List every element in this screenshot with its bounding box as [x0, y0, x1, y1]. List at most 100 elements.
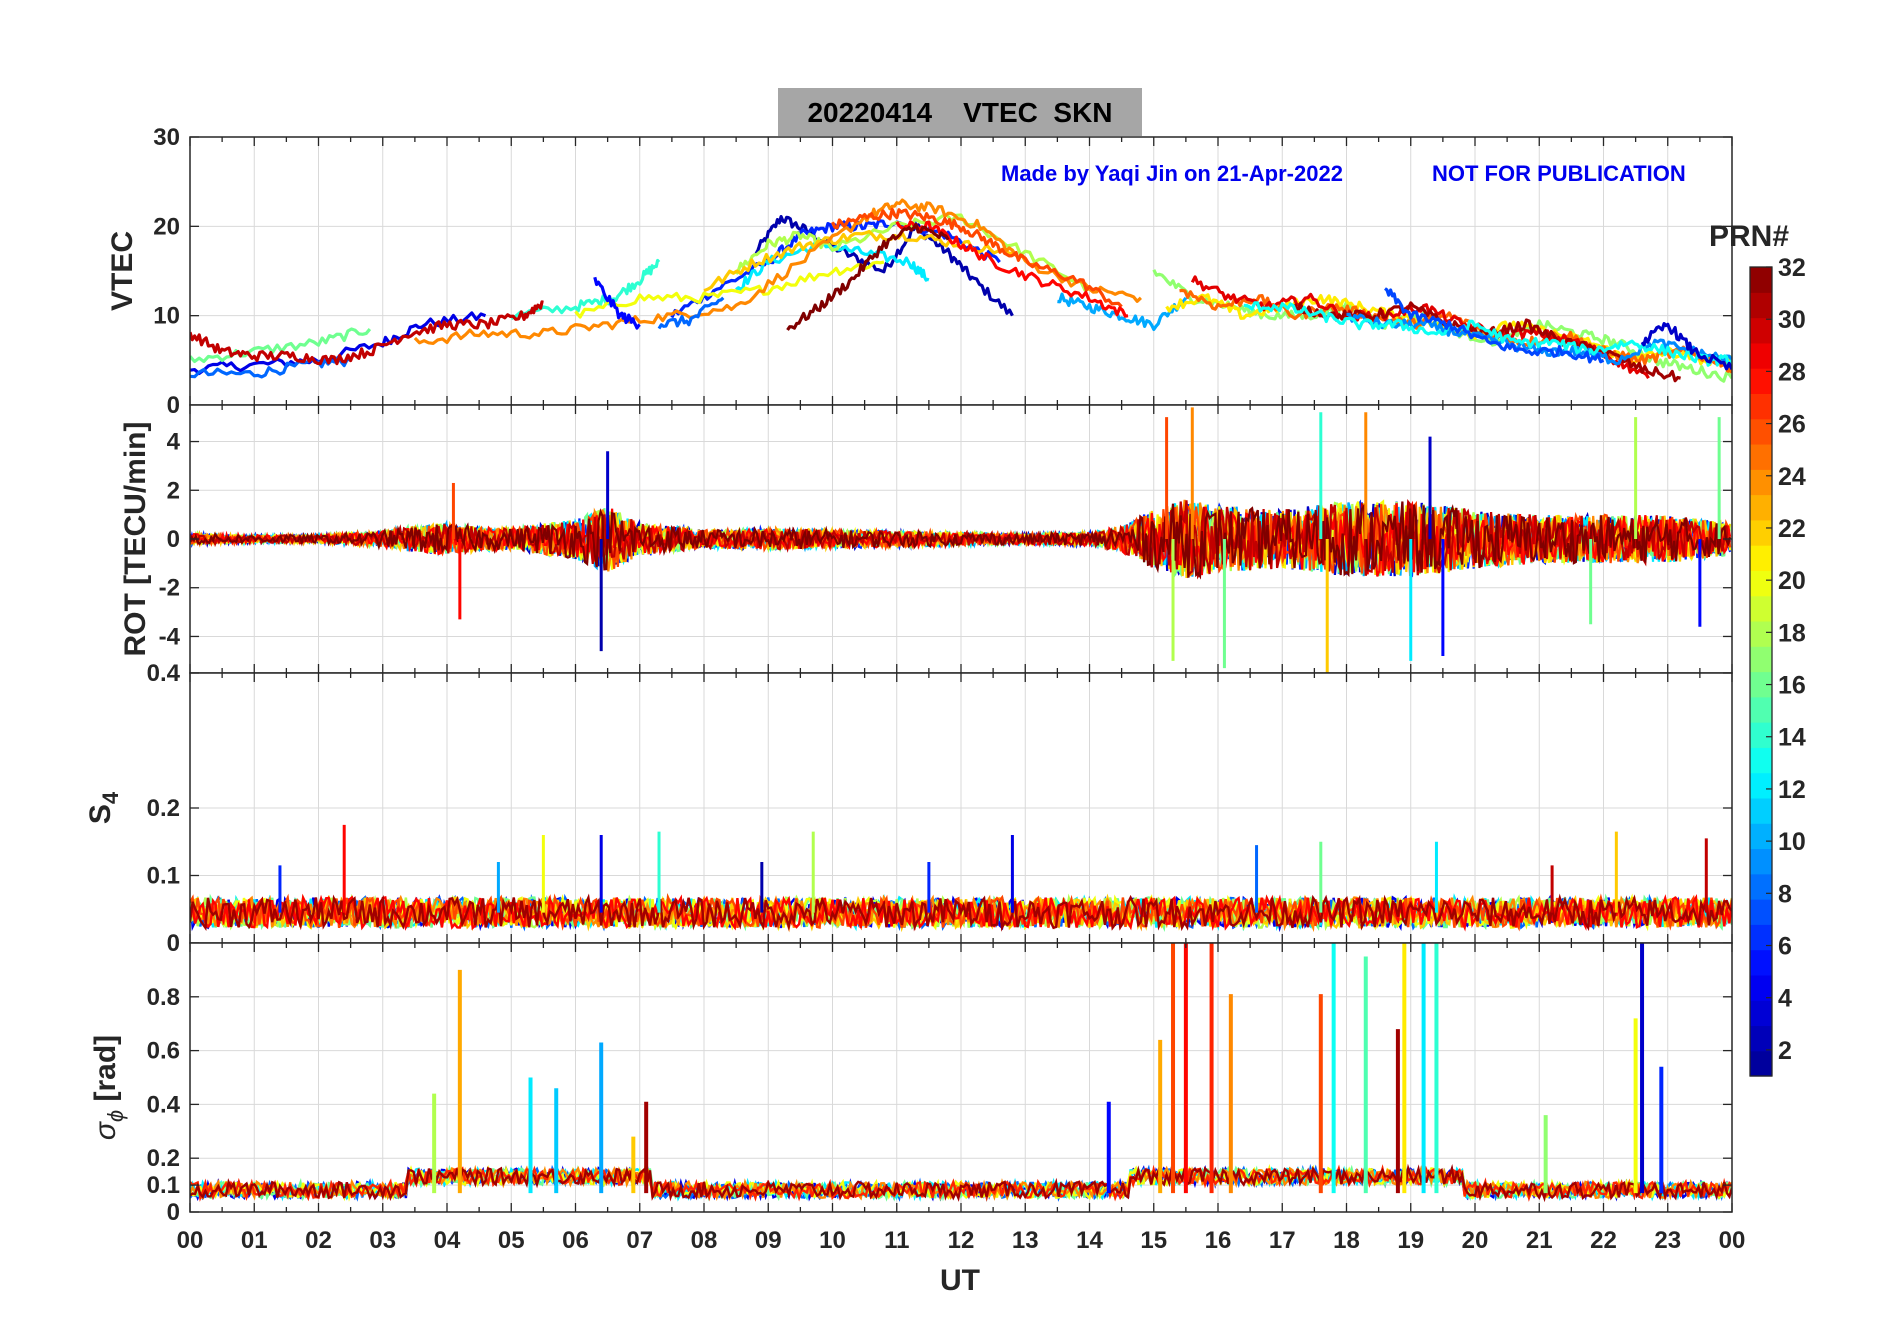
- x-tick-label: 00: [177, 1227, 204, 1254]
- x-tick-label: 11: [884, 1227, 909, 1254]
- colorbar-frame: [1749, 266, 1773, 1077]
- colorbar-segment: [1750, 1050, 1772, 1077]
- y-tick-label: 0.2: [147, 795, 180, 822]
- colorbar-tick-label: 28: [1778, 358, 1806, 386]
- y-tick-label: 0: [167, 392, 180, 419]
- vtec-series-line: [1057, 292, 1188, 331]
- colorbar-label: PRN#: [1709, 220, 1789, 253]
- colorbar-tick-label: 22: [1778, 515, 1806, 543]
- y-tick-label: 0: [167, 1199, 180, 1226]
- y-tick-label: 0.4: [147, 660, 181, 687]
- plot-area: [190, 407, 1732, 673]
- vtec-series-line: [786, 222, 950, 331]
- colorbar-segment: [1750, 722, 1772, 748]
- x-tick-label: 22: [1590, 1227, 1617, 1254]
- x-tick-label: 13: [1012, 1227, 1039, 1254]
- colorbar-segment: [1750, 292, 1772, 319]
- sigma-phi-panel: 00.10.2 0.4 0.6 0.8 σϕ [rad] 00 01 02 03 04 05 06 07…: [89, 942, 1745, 1254]
- rot-series-line: [190, 501, 1732, 580]
- colorbar-segment: [1750, 418, 1772, 445]
- vtec-series-line: [734, 213, 1090, 292]
- colorbar-segment: [1750, 848, 1772, 875]
- colorbar-tick-label: 12: [1778, 776, 1806, 804]
- colorbar-segment: [1750, 494, 1772, 521]
- x-tick-label: 15: [1140, 1227, 1167, 1254]
- vtec-series-line: [831, 207, 1123, 308]
- colorbar-segment: [1750, 949, 1772, 976]
- x-tick-label: 06: [562, 1227, 589, 1254]
- colorbar-segment: [1750, 570, 1772, 597]
- vtec-series-line: [1243, 301, 1732, 367]
- vtec-series-line: [657, 296, 725, 330]
- vtec-series-line: [190, 327, 372, 364]
- colorbar-tick-label: 4: [1778, 985, 1792, 1013]
- y-tick-label: 0.2: [147, 1145, 180, 1172]
- y-tick-label: 2: [167, 477, 180, 504]
- colorbar-segment: [1750, 443, 1772, 470]
- colorbar-segment: [1750, 797, 1772, 824]
- x-tick-label: 03: [369, 1227, 396, 1254]
- colorbar-segment: [1750, 519, 1772, 546]
- colorbar-tick-label: 30: [1778, 306, 1806, 334]
- colorbar-segment: [1750, 772, 1772, 799]
- y-axis-label: VTEC: [106, 231, 139, 311]
- colorbar-tick-label: 14: [1778, 724, 1806, 752]
- colorbar-segment: [1750, 342, 1772, 369]
- s4-series-line: [190, 893, 1732, 932]
- x-tick-label: 01: [241, 1227, 268, 1254]
- sigma-series-line: [190, 1163, 1732, 1203]
- plot-area: [190, 943, 1732, 1203]
- y-axis-label: ROT [TECU/min]: [119, 422, 152, 657]
- x-tick-label: 05: [498, 1227, 525, 1254]
- colorbar-segment: [1750, 924, 1772, 951]
- x-tick-label: 20: [1462, 1227, 1489, 1254]
- colorbar-segment: [1750, 368, 1772, 395]
- plot-area: [190, 198, 1732, 383]
- x-tick-label: 09: [755, 1227, 782, 1254]
- y-tick-label: 0: [167, 526, 180, 553]
- colorbar-tick-label: 18: [1778, 619, 1806, 647]
- colorbar-segment: [1750, 1025, 1772, 1052]
- plot-area: [190, 824, 1732, 933]
- x-tick-label: 02: [305, 1227, 332, 1254]
- vtec-panel: 10 20 30 0 VTEC: [106, 124, 1733, 419]
- y-tick-label: 30: [153, 124, 180, 151]
- y-tick-label: 0.8: [147, 984, 180, 1011]
- colorbar-segment: [1750, 696, 1772, 723]
- colorbar-segment: [1750, 545, 1772, 571]
- x-tick-label: 14: [1076, 1227, 1103, 1254]
- colorbar-segment: [1750, 747, 1772, 774]
- colorbar-segment: [1750, 873, 1772, 900]
- vtec-series-line: [754, 215, 1014, 317]
- colorbar-segment: [1750, 317, 1772, 344]
- x-tick-label: 17: [1269, 1227, 1296, 1254]
- figure-title: 20220414 VTEC SKN: [807, 97, 1112, 128]
- colorbar-segment: [1750, 469, 1772, 496]
- colorbar-segment: [1750, 974, 1772, 1001]
- colorbar-segment: [1750, 671, 1772, 698]
- s4-panel: 0 0.1 0.2 0.4 S4: [84, 660, 1733, 957]
- colorbar-tick-label: 10: [1778, 828, 1806, 856]
- y-tick-label: -4: [159, 623, 181, 650]
- colorbar-tick-label: 6: [1778, 933, 1792, 961]
- colorbar-segment: [1750, 393, 1772, 420]
- colorbar-segment: [1750, 899, 1772, 925]
- y-tick-label: 4: [167, 429, 181, 456]
- colorbar-tick-label: 2: [1778, 1037, 1792, 1065]
- colorbar-segment: [1750, 595, 1772, 622]
- title-box: [778, 88, 1142, 136]
- y-tick-label: 0.1: [147, 863, 180, 890]
- x-tick-label: 21: [1526, 1227, 1553, 1254]
- vtec-series-line: [1384, 287, 1605, 364]
- x-tick-label: 23: [1654, 1227, 1681, 1254]
- x-axis-label: UT: [940, 1264, 980, 1297]
- y-tick-label: 20: [153, 213, 180, 240]
- vtec-series-line: [895, 220, 1129, 318]
- y-tick-label: 0: [167, 930, 180, 957]
- x-tick-label: 04: [434, 1227, 461, 1254]
- colorbar-tick-label: 32: [1778, 254, 1806, 282]
- colorbar-segment: [1750, 620, 1772, 647]
- colorbar-segment: [1750, 823, 1772, 850]
